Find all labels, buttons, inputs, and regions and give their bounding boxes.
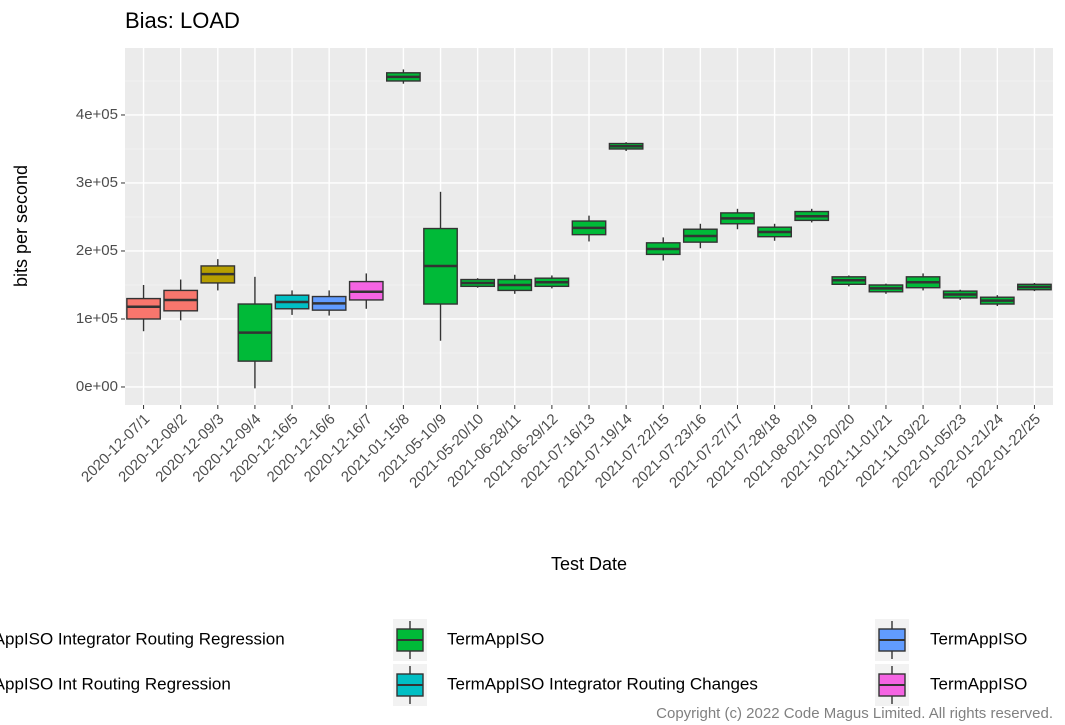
legend-label: TermAppISO Integrator Routing Regression	[0, 629, 285, 648]
y-tick-label: 0e+00	[76, 378, 118, 395]
legend-label: TermAppISO Int Routing Regression	[0, 674, 231, 693]
legend-label: TermAppISO	[930, 674, 1027, 693]
legend-label: TermAppISO Integrator Routing Changes	[447, 674, 758, 693]
y-tick-label: 3e+05	[76, 174, 118, 191]
y-tick-label: 4e+05	[76, 106, 118, 123]
box	[126, 297, 161, 320]
legend-label: TermAppISO	[930, 629, 1027, 648]
copyright: Copyright (c) 2022 Code Magus Limited. A…	[656, 705, 1053, 722]
y-tick-label: 1e+05	[76, 310, 118, 327]
x-axis-label: Test Date	[551, 554, 627, 574]
y-axis-label: bits per second	[11, 165, 31, 287]
chart-title: Bias: LOAD	[125, 8, 240, 33]
legend-label: TermAppISO	[447, 629, 544, 648]
y-tick-label: 2e+05	[76, 242, 118, 259]
